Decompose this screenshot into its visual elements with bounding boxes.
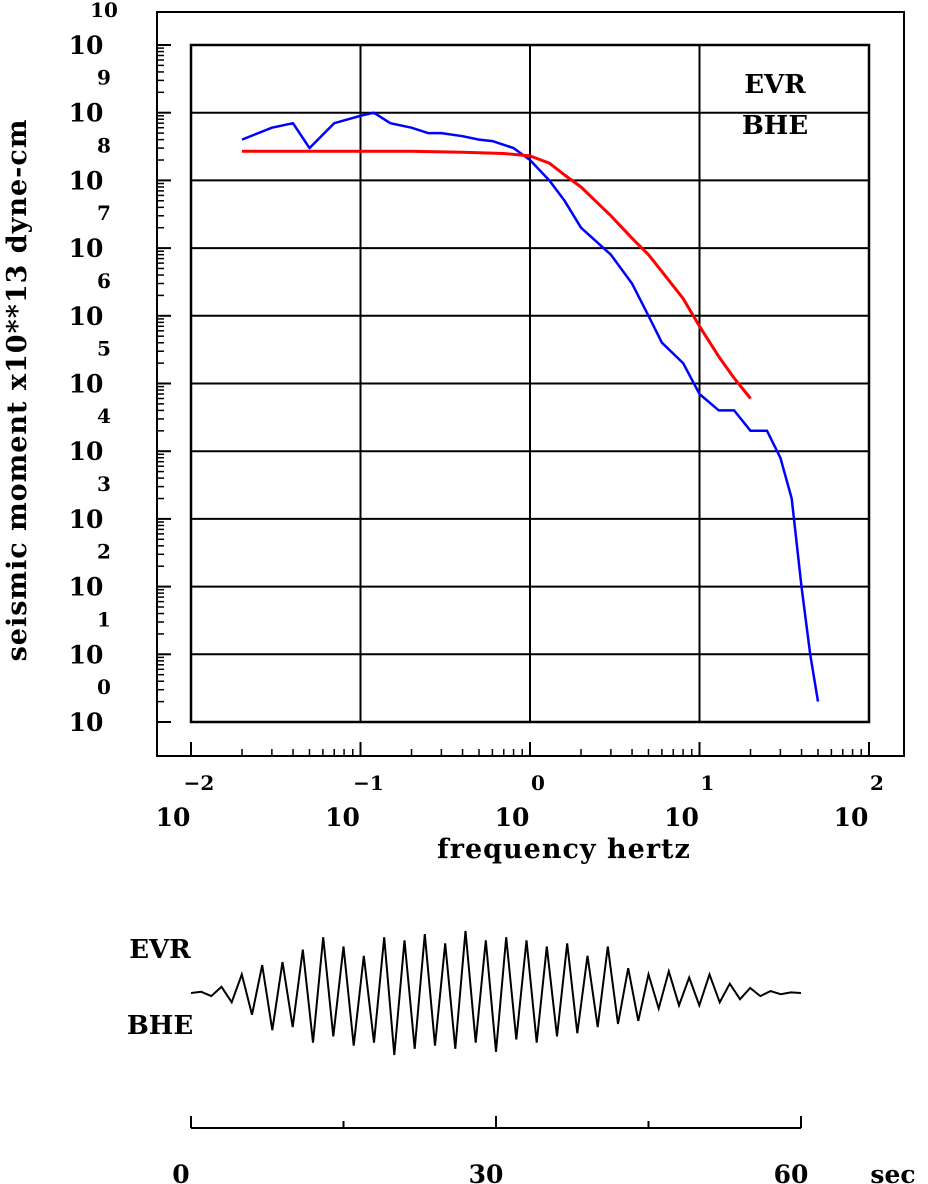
x-tick-exponent: −2 [184, 771, 215, 795]
trace-station-label: EVR [129, 935, 191, 965]
y-tick-exponent: 8 [97, 133, 111, 157]
y-tick-base: 10 [69, 437, 104, 466]
y-tick-exponent: 3 [97, 472, 111, 496]
y-tick-base: 10 [69, 234, 104, 263]
y-tick-exponent: 2 [97, 540, 111, 564]
y-tick-exponent: 10 [90, 0, 118, 22]
trace-channel-label: BHE [127, 1011, 193, 1041]
y-tick-base: 10 [69, 31, 104, 60]
y-tick-exponent: 1 [97, 607, 111, 631]
time-axis-unit: sec [870, 1160, 915, 1184]
y-tick-base: 10 [69, 505, 104, 534]
spectrum-series [241, 111, 820, 702]
x-tick-exponent: −1 [353, 771, 384, 795]
channel-label: BHE [742, 111, 808, 141]
y-tick-exponent: 7 [97, 201, 111, 225]
time-axis: 0 30 60 [172, 1116, 808, 1184]
y-tick-exponent: 4 [97, 404, 111, 428]
y-tick-exponent: 0 [97, 675, 111, 699]
x-tick-base: 10 [834, 803, 869, 832]
y-axis-label: seismic moment x10**13 dyne-cm [2, 119, 33, 662]
y-tick-exponent: 9 [97, 66, 111, 90]
y-tick-exponent: 6 [97, 269, 111, 293]
seismogram-panel: EVR BHE 0 30 60 sec [127, 930, 916, 1184]
y-tick-base: 10 [69, 166, 104, 195]
y-axis: 10 0 10 1 10 2 10 3 10 4 10 5 10 6 10 7 10 8 10 9 10 10 [69, 0, 171, 737]
model-fit-line [242, 149, 752, 400]
y-tick-base: 10 [69, 573, 104, 602]
observed-spectrum-line [241, 111, 820, 702]
x-tick-exponent: 0 [531, 771, 545, 795]
y-tick-base: 10 [69, 370, 104, 399]
time-tick-label: 60 [774, 1160, 809, 1184]
y-tick-base: 10 [69, 640, 104, 669]
station-label: EVR [744, 70, 806, 100]
y-tick-exponent: 5 [97, 337, 111, 361]
x-tick-exponent: 1 [701, 771, 715, 795]
time-tick-label: 0 [172, 1160, 189, 1184]
time-tick-label: 30 [469, 1160, 504, 1184]
y-tick-base: 10 [69, 99, 104, 128]
x-tick-base: 10 [325, 803, 360, 832]
seismogram-trace [190, 930, 802, 1056]
x-tick-exponent: 2 [870, 771, 884, 795]
x-tick-base: 10 [495, 803, 530, 832]
x-tick-base: 10 [664, 803, 699, 832]
y-tick-base: 10 [69, 302, 104, 331]
y-tick-base: 10 [69, 708, 104, 737]
x-axis-label: frequency hertz [437, 834, 691, 865]
grid-lines [191, 45, 869, 722]
x-tick-base: 10 [156, 803, 191, 832]
